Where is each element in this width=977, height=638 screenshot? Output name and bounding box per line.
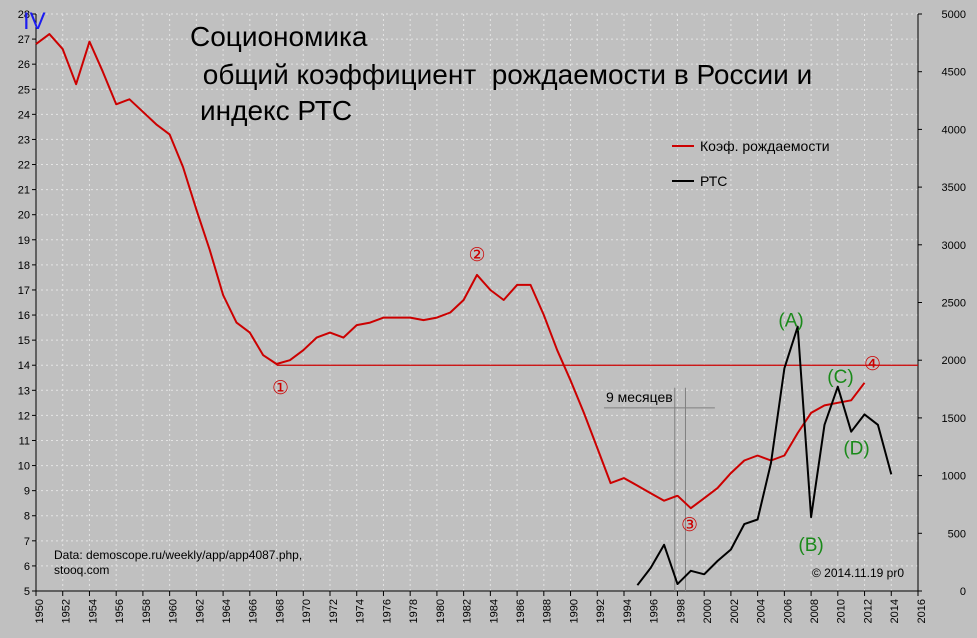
- y-right-tick-label-4: 2000: [942, 355, 966, 367]
- x-tick-label-22: 1994: [622, 599, 634, 623]
- x-tick-label-24: 1998: [675, 599, 687, 623]
- measure-label: 9 месяцев: [606, 389, 673, 405]
- y-left-tick-label-20: 25: [18, 84, 30, 96]
- y-left-tick-label-16: 21: [18, 185, 30, 197]
- y-right-tick-label-2: 1000: [942, 471, 966, 483]
- annotation-5: (B): [798, 535, 823, 556]
- y-left-tick-label-7: 12: [18, 410, 30, 422]
- copyright: © 2014.11.19 pr0: [812, 566, 904, 580]
- x-tick-label-3: 1956: [114, 599, 126, 623]
- y-right-tick-label-7: 3500: [942, 182, 966, 194]
- y-left-tick-label-19: 24: [18, 109, 30, 121]
- y-left-tick-label-12: 17: [18, 285, 30, 297]
- x-tick-label-26: 2002: [729, 599, 741, 623]
- legend: Коэф. рождаемости РТС: [672, 138, 830, 189]
- axes: 1950 1952 1954 1956 1958 1960 1962 1964 1966 1968…: [18, 9, 966, 623]
- x-tick-label-19: 1988: [542, 599, 554, 623]
- x-tick-label-5: 1960: [168, 599, 180, 623]
- series-line-0: [35, 33, 866, 510]
- y-left-tick-label-9: 14: [18, 360, 30, 372]
- x-tick-label-6: 1962: [194, 599, 206, 623]
- x-tick-label-12: 1974: [355, 599, 367, 623]
- y-left-tick-label-3: 8: [24, 511, 30, 523]
- annotation-0: ①: [272, 378, 289, 399]
- x-tick-label-1: 1952: [61, 599, 73, 623]
- x-tick-label-15: 1980: [435, 599, 447, 623]
- x-tick-label-0: 1950: [34, 599, 46, 623]
- x-tick-label-21: 1992: [595, 599, 607, 623]
- x-tick-label-20: 1990: [568, 599, 580, 623]
- y-left-tick-label-11: 16: [18, 310, 30, 322]
- source-line-1: Data: demoscope.ru/weekly/app/app4087.ph…: [54, 548, 302, 562]
- series-line-1: [636, 325, 893, 586]
- y-right-tick-label-6: 3000: [942, 240, 966, 252]
- annotation-3: ④: [864, 354, 881, 375]
- x-tick-label-23: 1996: [649, 599, 661, 623]
- y-left-tick-label-10: 15: [18, 335, 30, 347]
- y-left-tick-label-8: 13: [18, 385, 30, 397]
- x-tick-label-27: 2004: [756, 599, 768, 623]
- y-right-tick-label-1: 500: [948, 528, 966, 540]
- x-tick-label-25: 2000: [702, 599, 714, 623]
- x-tick-label-8: 1966: [248, 599, 260, 623]
- x-tick-label-11: 1972: [328, 599, 340, 623]
- y-left-tick-label-13: 18: [18, 260, 30, 272]
- source-line-2: stooq.com: [54, 563, 109, 577]
- y-left-tick-label-23: 28: [18, 9, 30, 21]
- x-tick-label-31: 2012: [862, 599, 874, 623]
- x-tick-label-29: 2008: [809, 599, 821, 623]
- x-tick-label-4: 1958: [141, 599, 153, 623]
- y-left-tick-label-18: 23: [18, 134, 30, 146]
- measure-bracket: 9 месяцев: [603, 387, 715, 591]
- annotation-6: (C): [827, 367, 853, 388]
- x-tick-label-32: 2014: [889, 599, 901, 623]
- y-left-tick-label-15: 20: [18, 210, 30, 222]
- y-left-tick-label-0: 5: [24, 586, 30, 598]
- annotation-4: (A): [778, 310, 803, 331]
- y-left-tick-label-4: 9: [24, 486, 30, 498]
- chart-title-line-2: общий коэффициент рождаемости в России и: [195, 59, 812, 90]
- y-left-tick-label-6: 11: [19, 435, 30, 447]
- annotation-1: ②: [468, 245, 485, 266]
- y-right-tick-label-3: 1500: [942, 413, 966, 425]
- y-left-tick-label-22: 27: [18, 34, 30, 46]
- y-left-tick-label-14: 19: [18, 235, 30, 247]
- x-tick-label-28: 2006: [782, 599, 794, 623]
- y-left-tick-label-21: 26: [18, 59, 30, 71]
- annotation-2: ③: [681, 515, 698, 536]
- y-right-tick-label-8: 4000: [942, 124, 966, 136]
- annotation-7: (D): [843, 438, 869, 459]
- chart-title-line-1: Социономика: [190, 21, 368, 52]
- x-tick-label-10: 1970: [301, 599, 313, 623]
- x-tick-label-9: 1968: [274, 599, 286, 623]
- legend-label-birth-rate: Коэф. рождаемости: [700, 138, 830, 154]
- x-tick-label-33: 2016: [916, 599, 928, 623]
- y-left-tick-label-2: 7: [24, 536, 30, 548]
- y-left-tick-label-1: 6: [24, 561, 30, 573]
- page-label: IV: [23, 8, 46, 35]
- annotations-group: ① ② ③ ④ (A) (B) (C) (D): [272, 245, 881, 556]
- y-right-tick-label-10: 5000: [942, 9, 966, 21]
- x-tick-label-16: 1982: [462, 599, 474, 623]
- y-right-tick-label-5: 2500: [942, 298, 966, 310]
- x-tick-label-14: 1978: [408, 599, 420, 623]
- x-tick-label-13: 1976: [381, 599, 393, 623]
- series-group: [35, 33, 893, 586]
- legend-label-rts: РТС: [700, 173, 727, 189]
- y-right-tick-label-0: 0: [960, 586, 966, 598]
- x-tick-label-18: 1986: [515, 599, 527, 623]
- x-tick-label-17: 1984: [488, 599, 500, 623]
- y-left-tick-label-17: 22: [18, 160, 30, 172]
- chart-title-line-3: индекс РТС: [200, 95, 352, 126]
- y-right-tick-label-9: 4500: [942, 67, 966, 79]
- y-left-tick-label-5: 10: [18, 461, 30, 473]
- x-tick-label-2: 1954: [87, 599, 99, 623]
- x-tick-label-30: 2010: [836, 599, 848, 623]
- x-tick-label-7: 1964: [221, 599, 233, 623]
